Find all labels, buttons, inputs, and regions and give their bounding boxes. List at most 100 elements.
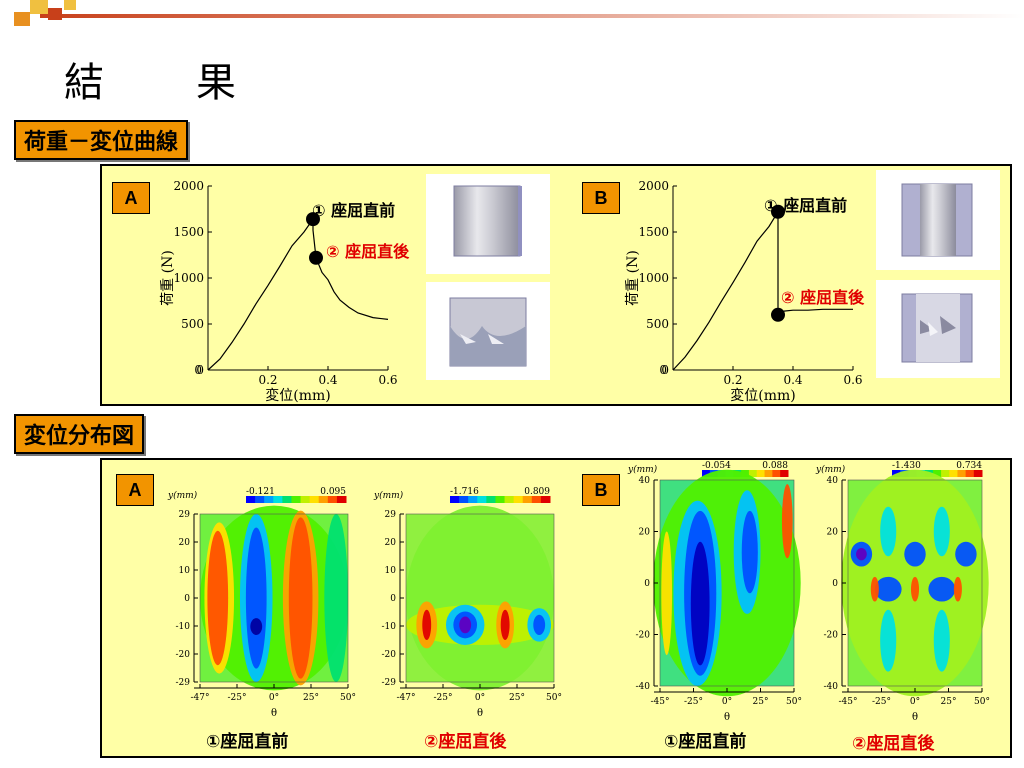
x-origin-label: 0 <box>194 363 202 377</box>
y-tick-label: 500 <box>646 317 669 331</box>
map-frame <box>405 513 555 683</box>
colorbar-max-label: 0.734 <box>956 461 982 471</box>
y-axis-label: y(mm) <box>373 490 404 501</box>
y-tick-label: 0 <box>661 363 669 377</box>
map-region <box>933 506 950 557</box>
y-tick-label: 20 <box>827 528 839 538</box>
marker-point-1 <box>306 212 320 227</box>
label-before-a: ① 座屈直前 <box>312 201 396 220</box>
caption-after-a: ②座屈直後 <box>424 732 507 752</box>
x-tick-label: 0.6 <box>843 373 862 387</box>
colorbar-segment <box>941 470 950 477</box>
colorbar-segment <box>932 470 942 477</box>
map-region <box>856 547 867 561</box>
map-region <box>690 541 710 666</box>
map-region <box>288 517 313 679</box>
x-tick-label: -47° <box>397 693 416 703</box>
colorbar-max-label: 0.809 <box>524 487 550 497</box>
map-region <box>880 609 897 672</box>
colorbar-segment <box>282 496 292 503</box>
colorbar-segment <box>764 470 773 477</box>
colorbar-segment <box>318 496 329 503</box>
fem-image-after-a <box>426 282 550 380</box>
map-region <box>910 576 920 602</box>
y-tick-label: 2000 <box>173 179 204 193</box>
colorbar-segment <box>477 496 487 503</box>
y-axis-label: y(mm) <box>627 464 658 475</box>
map-region <box>324 514 348 682</box>
y-tick-label: 1000 <box>173 271 204 285</box>
y-tick-label: 20 <box>385 538 397 548</box>
y-tick-label: 29 <box>179 510 191 520</box>
y-tick-label: 1000 <box>638 271 669 285</box>
fem-image-before-a <box>426 174 550 274</box>
x-tick-label: 0° <box>910 697 920 707</box>
x-tick-label: 0.2 <box>258 373 277 387</box>
fem-image-before-b <box>876 170 1000 270</box>
caption-before-b: ①座屈直前 <box>664 732 747 752</box>
label-after-a: ② 座屈直後 <box>326 242 410 261</box>
x-tick-label: -47° <box>191 693 210 703</box>
map-region <box>459 616 472 634</box>
x-tick-label: 0.4 <box>783 373 802 387</box>
y-axis-label: 荷重 (N) <box>160 250 176 306</box>
colorbar-segment <box>748 470 758 477</box>
colorbar-min-label: -1.430 <box>892 461 921 471</box>
map-region <box>500 609 510 640</box>
y-tick-label: 0 <box>832 579 838 589</box>
y-tick-label: -20 <box>824 631 839 641</box>
x-tick-label: 25° <box>303 693 319 703</box>
colorbar-segment <box>273 496 283 503</box>
colorbar-segment <box>309 496 320 503</box>
colorbar-segment <box>965 470 975 477</box>
y-tick-label: 10 <box>179 566 191 576</box>
map-region <box>245 527 267 669</box>
colorbar-segment <box>702 470 711 477</box>
x-axis-label: 変位(mm) <box>730 387 795 404</box>
y-tick-label: 1500 <box>638 225 669 239</box>
map-region <box>955 541 977 567</box>
badge-a-map: A <box>116 474 154 506</box>
colorbar-segment <box>495 496 506 503</box>
x-tick-label: 0° <box>475 693 485 703</box>
y-tick-label: -20 <box>382 650 397 660</box>
colorbar-segment <box>486 496 496 503</box>
heatmap-a-after: -1.716 0.809 y(mm) 29 20 10 0 -10 -20 -29-47° -25°… <box>373 487 562 719</box>
y-tick-label: -10 <box>176 622 191 632</box>
colorbar-segment <box>468 496 478 503</box>
y-tick-label: 2000 <box>638 179 669 193</box>
map-region <box>406 505 554 691</box>
heatmap-a-before: -0.121 0.095 y(mm) 29 20 10 0 -10 -20 -29-47° -25°… <box>167 487 356 719</box>
y-tick-label: -40 <box>824 682 839 692</box>
colorbar-segment <box>531 496 542 503</box>
colorbar-segment <box>756 470 766 477</box>
y-tick-label: 0 <box>390 594 396 604</box>
x-tick-label: 0.2 <box>723 373 742 387</box>
y-tick-label: 40 <box>827 476 839 486</box>
x-axis-label: θ <box>271 708 277 719</box>
y-tick-label: -29 <box>382 678 397 688</box>
colorbar-segment <box>780 470 789 477</box>
colorbar-segment <box>504 496 515 503</box>
fem-image-after-b <box>876 280 1000 378</box>
load-curve-panel <box>100 164 1012 406</box>
badge-b-map: B <box>582 474 620 506</box>
label-after-b: ② 座屈直後 <box>781 288 865 307</box>
x-tick-label: -25° <box>228 693 247 703</box>
x-tick-label: 25° <box>941 697 957 707</box>
header-decoration <box>14 0 1024 26</box>
heatmap-b-before: -0.054 0.088 y(mm)40 20 0 -20 -40-45° -25° 0° 25°… <box>627 461 802 723</box>
x-origin-label: 0 <box>659 363 667 377</box>
map-region <box>661 531 673 656</box>
section-label-displacement-map: 変位分布図 <box>14 414 145 454</box>
map-region <box>953 576 962 602</box>
y-tick-label: 10 <box>385 566 397 576</box>
x-tick-label: -45° <box>839 697 858 707</box>
x-tick-label: -25° <box>872 697 891 707</box>
colorbar-segment <box>949 470 958 477</box>
badge-b: B <box>582 182 620 214</box>
y-axis-label: y(mm) <box>167 490 198 501</box>
colorbar-segment <box>973 470 983 477</box>
